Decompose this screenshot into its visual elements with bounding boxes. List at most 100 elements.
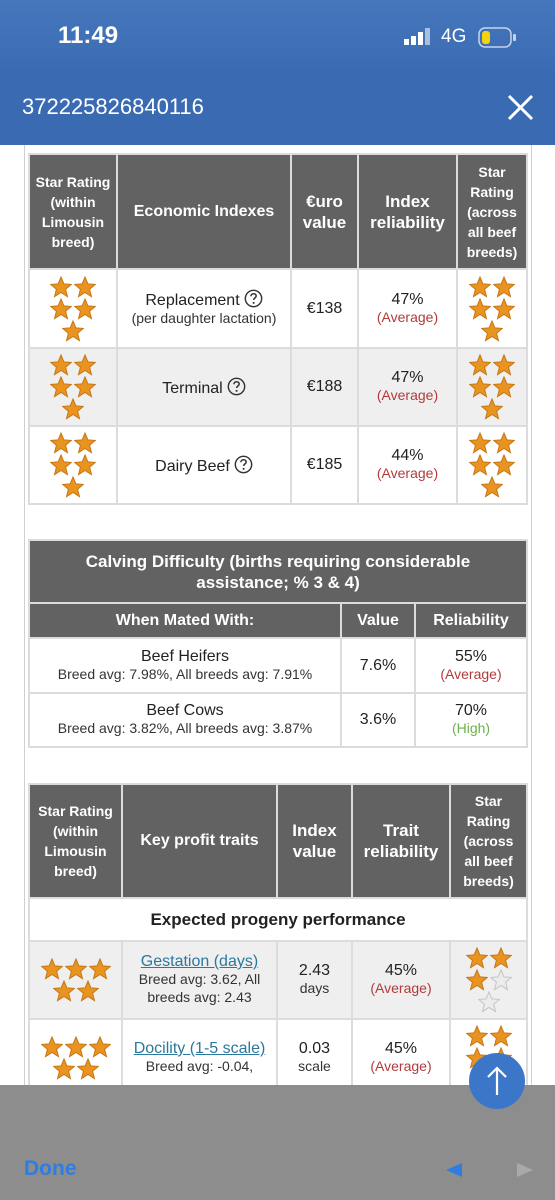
reliability: 70%: [454, 702, 488, 719]
reliability: 47%: [391, 290, 424, 308]
star-filled: [465, 947, 488, 969]
star-filled: [465, 1025, 488, 1047]
header-cell: Value: [340, 602, 416, 639]
star-filled: [469, 354, 491, 376]
network: 4G: [441, 26, 467, 47]
forward-arrow[interactable]: [515, 1163, 533, 1177]
star-rating: [49, 432, 97, 498]
star-filled: [62, 398, 84, 420]
star-filled: [489, 947, 512, 969]
star-rating: [49, 354, 97, 420]
header-text: Star Rating (within Limousin breed): [35, 173, 111, 250]
star-filled: [481, 476, 503, 498]
star-filled: [50, 275, 72, 298]
trait-link[interactable]: Docility (1-5 scale): [133, 1040, 266, 1057]
value: 3.6%: [340, 692, 416, 748]
mate-detail: Breed avg: 7.98%, All breeds avg: 7.91%: [57, 665, 313, 682]
header-cell: Star Rating (across all beef breeds): [456, 153, 528, 270]
star-rating: [40, 1036, 112, 1080]
economic-table: Star Rating (within Limousin breed) Econ…: [28, 153, 528, 505]
reliability-level: (Average): [370, 1058, 432, 1074]
help-glyph: [234, 455, 253, 473]
help-icon[interactable]: [240, 289, 263, 309]
header-cell: Star Rating (within Limousin breed): [28, 153, 118, 270]
star-filled: [465, 969, 488, 991]
help-icon[interactable]: [230, 455, 253, 475]
reliability-level: (High): [451, 720, 491, 736]
row: Terminal €188 47% (Average): [28, 347, 528, 427]
reliability-level: (Average): [370, 980, 432, 996]
star-filled: [76, 980, 99, 1002]
star-rating: [468, 354, 516, 420]
star-filled: [481, 319, 503, 342]
content: Star Rating (within Limousin breed) Econ…: [0, 145, 555, 1085]
star-filled: [74, 432, 96, 454]
status-bar: 11:49 4G: [0, 0, 555, 70]
mate-detail: Breed avg: 3.82%, All breeds avg: 3.87%: [57, 720, 313, 736]
star-filled: [50, 432, 72, 454]
star-filled: [469, 297, 491, 320]
star-filled: [40, 958, 63, 980]
calving-table: Calving Difficulty (births requiring con…: [28, 539, 528, 748]
back-arrow[interactable]: [446, 1163, 464, 1177]
row: Docility (1-5 scale) Breed avg: -0.04, 0.…: [28, 1018, 528, 1085]
star-filled: [74, 275, 96, 298]
star-filled: [64, 1036, 87, 1058]
star-filled: [74, 376, 96, 398]
help-icon[interactable]: [223, 377, 246, 397]
star-filled: [493, 275, 515, 298]
index-name: Dairy Beef: [155, 457, 230, 475]
index-name: Terminal: [162, 379, 223, 397]
value: €138: [290, 268, 359, 349]
value: 7.6%: [340, 637, 416, 694]
star-filled: [493, 376, 515, 398]
star-filled: [469, 275, 491, 298]
value: 2.43: [298, 962, 331, 979]
signal-icon: [404, 28, 430, 45]
star-filled: [493, 297, 515, 320]
row: Replacement (per daughter lactation) €138…: [28, 268, 528, 349]
reliability: 45%: [384, 962, 418, 979]
header-cell: Index value: [276, 783, 353, 899]
star-filled: [74, 354, 96, 376]
header-cell: €uro value: [290, 153, 359, 270]
time: 11:49: [58, 22, 119, 49]
star-filled: [469, 376, 491, 398]
table-title: Calving Difficulty (births requiring con…: [28, 539, 528, 604]
index-note: (per daughter lactation): [131, 310, 277, 326]
star-filled: [481, 398, 503, 420]
value: €188: [290, 347, 359, 427]
header-cell: When Mated With:: [28, 602, 342, 639]
close-button[interactable]: [507, 94, 534, 121]
scroll-top-button[interactable]: [469, 1053, 525, 1109]
traits-table: Star Rating (within Limousin breed) Key …: [28, 783, 528, 1085]
value: 0.03: [298, 1040, 331, 1057]
page-title: 372225826840116: [22, 94, 204, 119]
star-filled: [493, 432, 515, 454]
star-filled: [88, 1036, 111, 1058]
help-glyph: [227, 377, 246, 395]
star-empty: [489, 969, 512, 991]
star-filled: [50, 354, 72, 376]
star-rating: [49, 275, 97, 342]
toolbar: Done: [0, 1085, 555, 1200]
star-empty: [477, 991, 500, 1013]
header-cell: Star Rating (within Limousin breed): [28, 783, 123, 899]
reliability: 45%: [384, 1040, 418, 1057]
star-filled: [489, 1025, 512, 1047]
content-frame: [24, 145, 532, 1085]
star-filled: [74, 297, 96, 320]
star-filled: [64, 958, 87, 980]
reliability-level: (Average): [440, 665, 502, 682]
trait-link[interactable]: Gestation (days): [140, 953, 259, 970]
star-filled: [50, 376, 72, 398]
star-filled: [40, 1036, 63, 1058]
trait-detail: Breed avg: 3.62, All breeds avg: 2.43: [138, 971, 261, 1005]
battery-icon: [478, 27, 516, 48]
unit: scale: [298, 1058, 331, 1074]
reliability: 55%: [454, 647, 488, 665]
done-button[interactable]: Done: [24, 1157, 77, 1180]
row: Beef Cows Breed avg: 3.82%, All breeds av…: [28, 692, 528, 748]
star-filled: [62, 476, 84, 498]
reliability-level: (Average): [376, 465, 439, 481]
